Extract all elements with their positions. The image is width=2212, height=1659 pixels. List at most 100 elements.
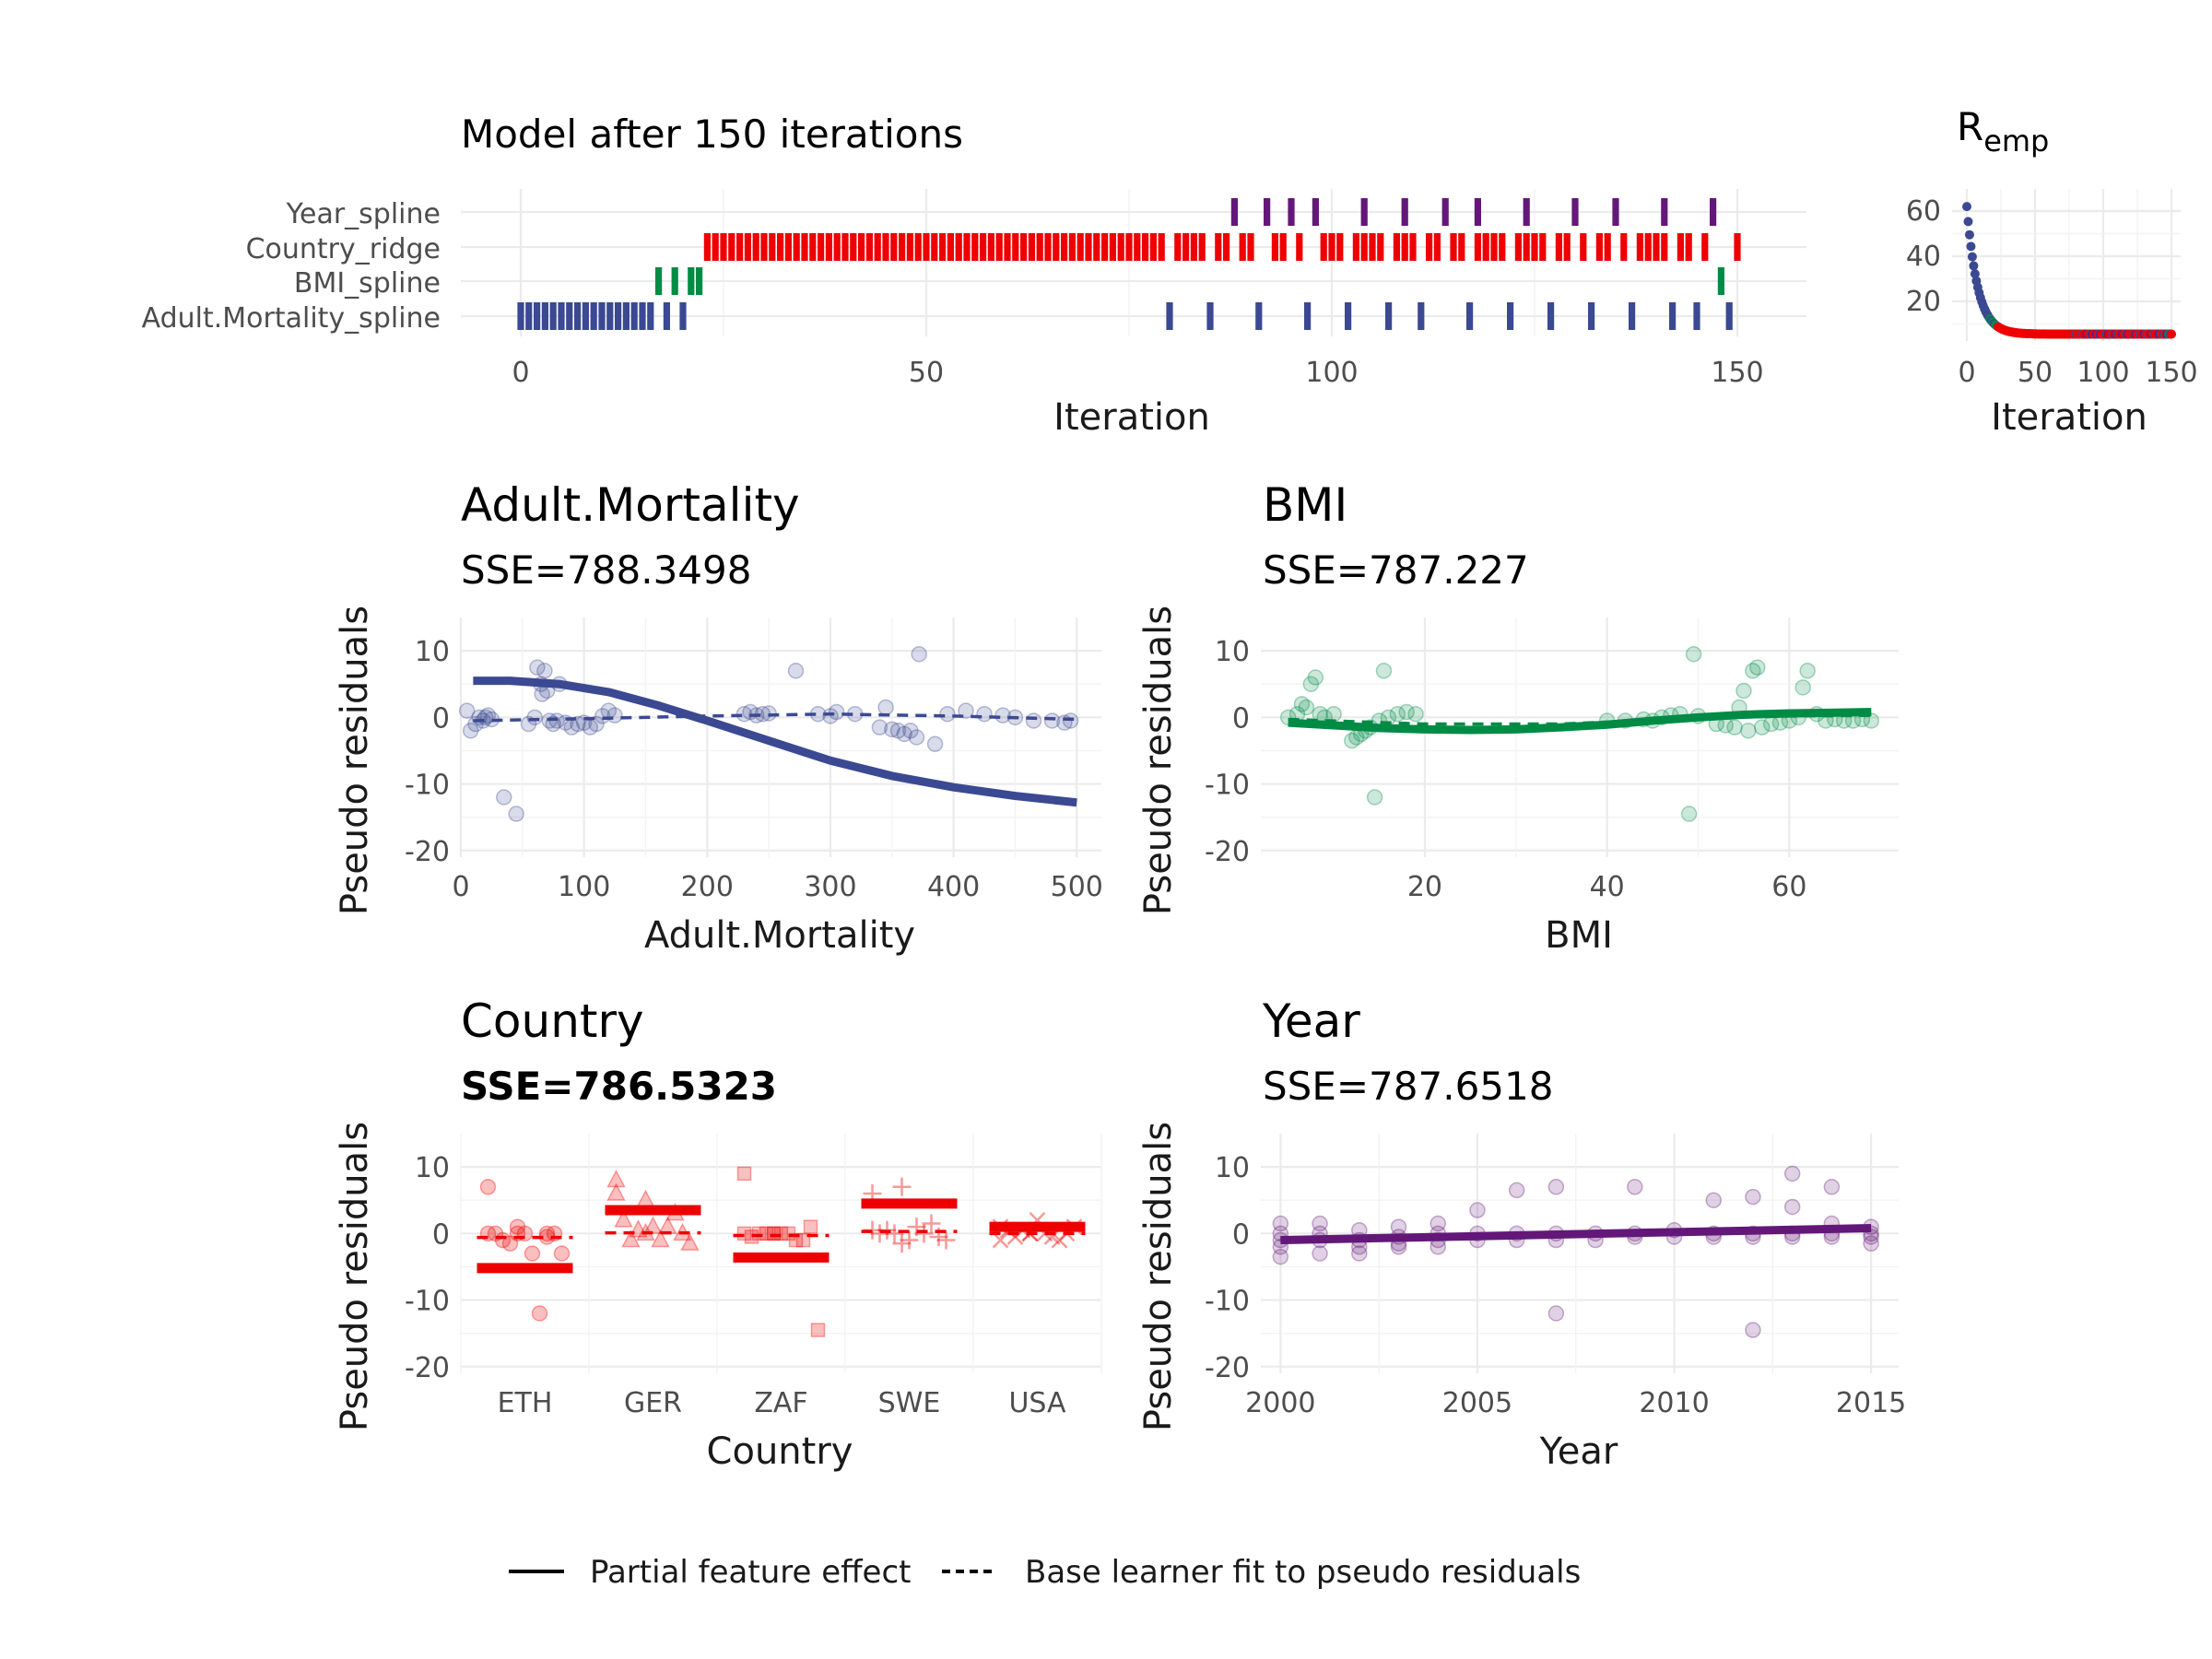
bmi-y-tick: -10 [1205,770,1250,802]
year-x-tick: 2005 [1442,1387,1512,1419]
trace-mark [1612,198,1619,226]
year-point [1547,1305,1565,1322]
trace-mark [1230,198,1238,226]
risk-x-tick-150: 150 [2145,357,2197,389]
year-point [1547,1179,1565,1195]
adult-point [458,702,476,719]
risk-point [1966,241,1976,252]
trace-mark [582,302,589,330]
trace-mark [1320,233,1327,261]
trace-mark [541,302,548,330]
trace-marks [517,198,1741,330]
year-point [1745,1188,1761,1206]
trace-mark [906,233,913,261]
trace-mark [1458,233,1465,261]
trace-mark [1077,233,1084,261]
trace-mark [865,233,873,261]
adult-y-tick: -20 [405,836,450,868]
trace-mark [1588,302,1595,330]
risk-point [1964,229,1974,240]
bmi-point [1726,719,1743,735]
country-x-tick: GER [624,1387,682,1419]
bmi-effect-line [1288,708,1872,735]
trace-mark [1109,233,1116,261]
year-x-tick: 2015 [1836,1387,1906,1419]
bmi-x-tick: 20 [1407,871,1442,903]
trace-mark [1125,233,1133,261]
bmi-point [1293,696,1311,712]
year-point [1783,1165,1801,1182]
trace-x-tick-100: 100 [1305,357,1358,389]
bmi-y-axis-title: Pseudo residuals [1137,606,1180,915]
adult-y-tick: 0 [432,702,450,735]
trace-y-label-adult: Adult.Mortality_spline [142,302,441,335]
trace-mark [1482,233,1489,261]
trace-mark [696,267,703,295]
adult-x-tick: 200 [681,871,734,903]
country-point [803,1219,818,1234]
trace-mark [630,302,638,330]
country-title: Country [461,994,644,1048]
adult-y-axis-title: Pseudo residuals [334,606,376,915]
trace-x-tick-150: 150 [1711,357,1763,389]
trace-mark [850,233,857,261]
adult-point [508,806,524,822]
trace-y-label-year: Year_spline [286,198,441,230]
trace-mark [1734,233,1741,261]
year-point [1430,1215,1446,1232]
trace-mark [1393,233,1400,261]
trace-mark [647,302,654,330]
country-y-axis-title: Pseudo residuals [334,1122,376,1431]
trace-mark [534,302,541,330]
trace-mark [1239,233,1246,261]
trace-mark [793,233,800,261]
year-effect-line [1280,1224,1872,1245]
trace-x-tick-50: 50 [909,357,944,389]
country-point [680,1232,700,1251]
trace-mark [1044,233,1052,261]
year-point [1745,1322,1761,1338]
adult-x-tick: 100 [558,871,610,903]
bmi-point [1745,663,1761,679]
adult-point [496,789,512,806]
country-point [914,1224,934,1243]
bmi-point [1794,679,1811,696]
country-point [795,1232,811,1248]
bmi-point [1302,676,1320,692]
adult-marks [458,645,1079,822]
trace-mark [736,233,744,261]
risk-point [1970,269,1980,279]
trace-mark [1101,233,1109,261]
adult-point [536,663,553,679]
bmi-y-tick: 10 [1215,636,1250,668]
trace-mark [525,302,533,330]
trace-mark [841,233,849,261]
adult-fit-line [473,712,1077,723]
trace-mark [663,302,670,330]
trace-mark [1620,233,1628,261]
bmi-point [1389,705,1406,723]
trace-mark [784,233,792,261]
year-ticks: -20 -10 0 10 2000 2005 2010 2015 [1205,1152,1906,1419]
trace-mark [1531,233,1538,261]
adult-effect-line [473,677,1077,807]
trace-mark [890,233,898,261]
trace-mark [1474,233,1481,261]
trace-mark [1377,233,1384,261]
legend-dashed-label: Base learner fit to pseudo residuals [1025,1554,1581,1591]
bmi-point [1735,682,1752,700]
bmi-point [1398,703,1415,721]
adult-point [828,703,845,721]
trace-mark [1571,198,1579,226]
year-y-tick: 10 [1215,1152,1250,1184]
trace-x-tick-0: 0 [512,357,529,389]
year-point [1705,1192,1722,1208]
year-point [1272,1215,1289,1232]
trace-mark [1523,198,1530,226]
trace-x-ticks: 0 50 100 150 [512,357,1763,389]
country-point [892,1177,912,1196]
trace-mark [1563,233,1571,261]
trace-mark [1304,302,1312,330]
trace-mark [1336,233,1344,261]
